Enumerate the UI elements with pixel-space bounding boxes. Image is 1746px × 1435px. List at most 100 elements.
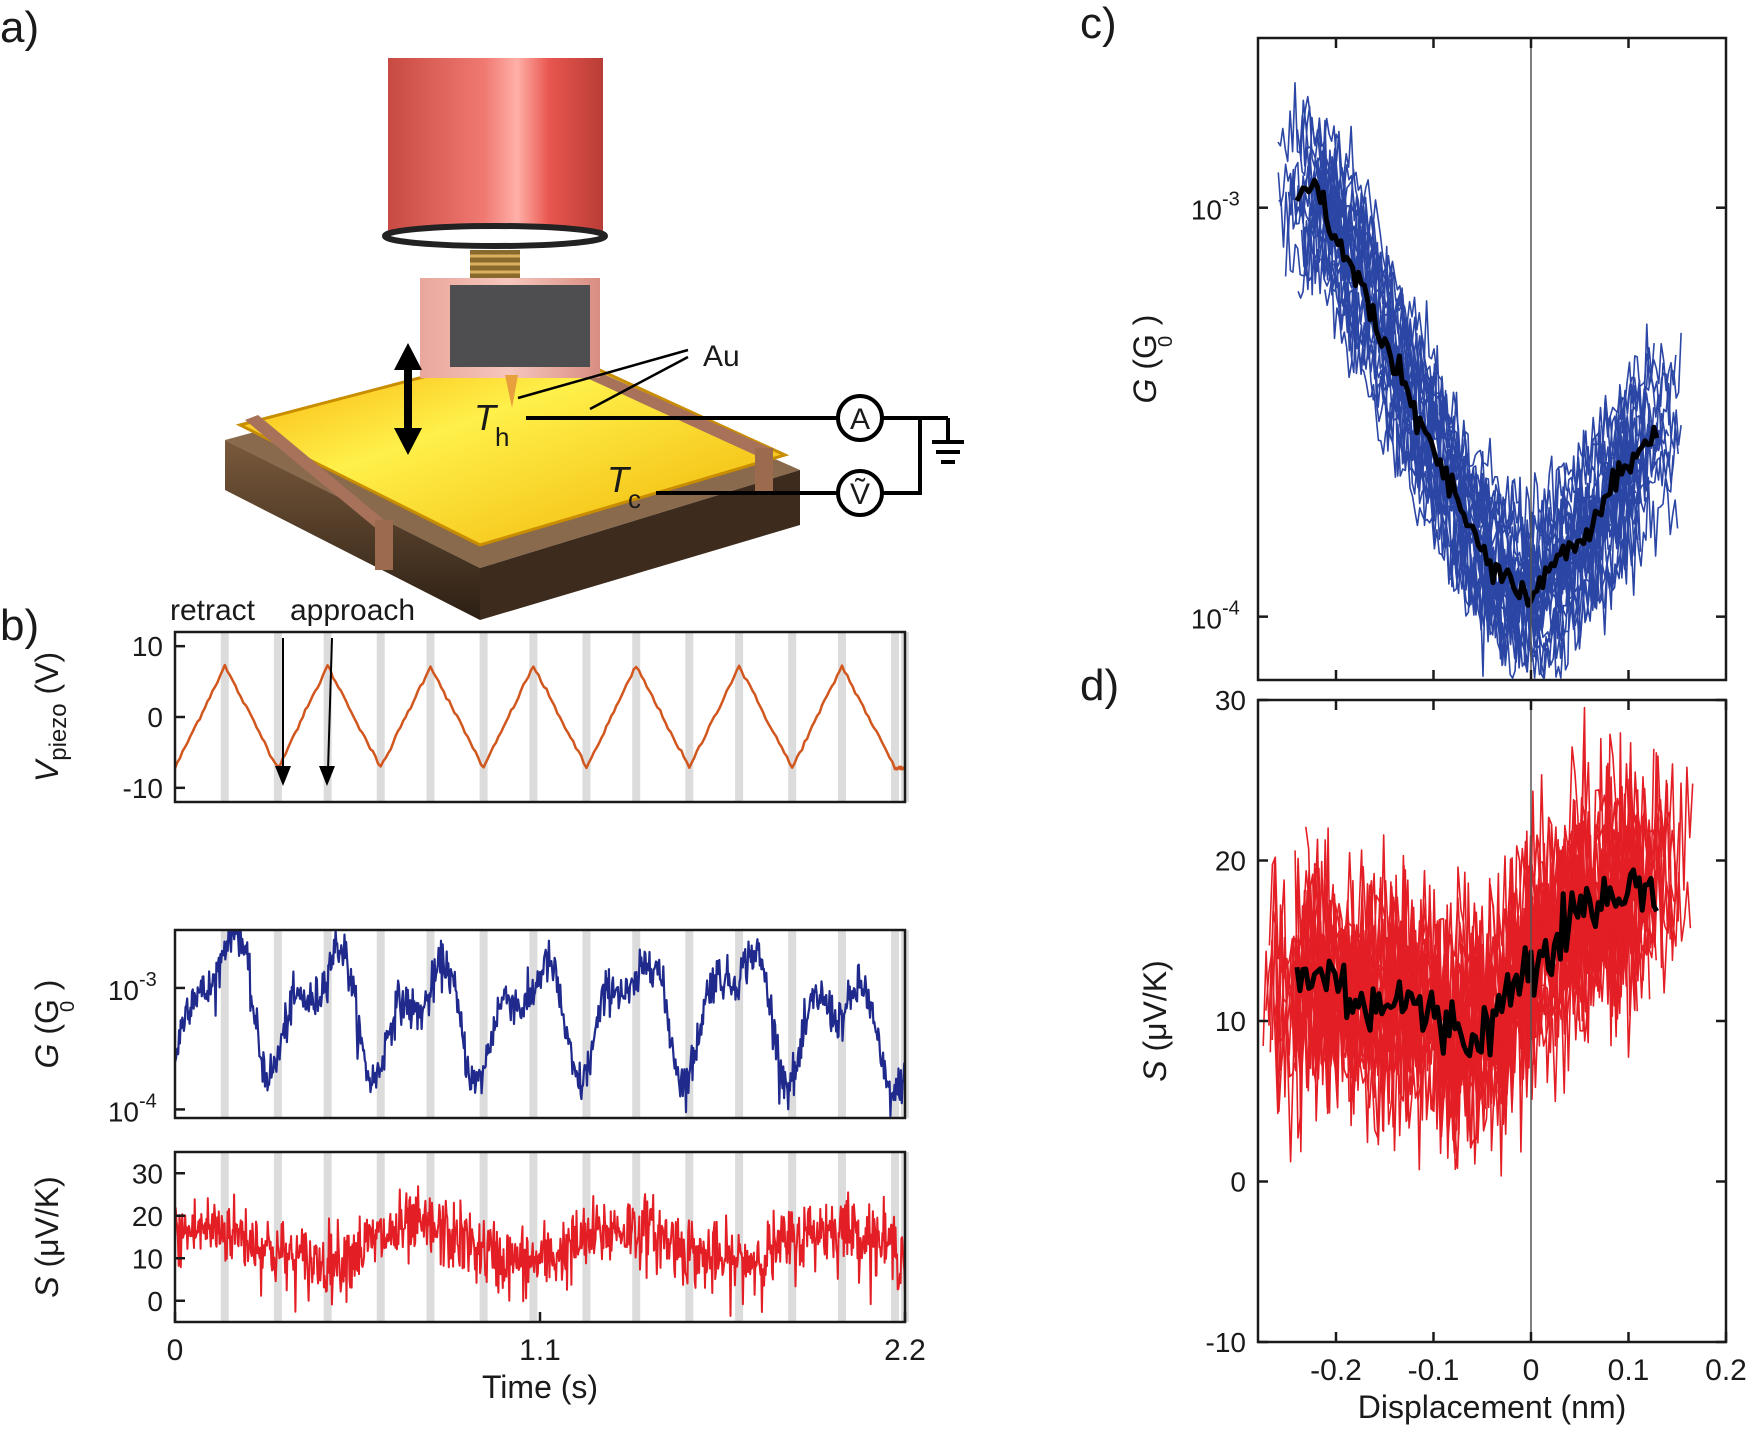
tc-subscript: c	[628, 484, 641, 514]
y-tick-label: 10	[1191, 195, 1222, 226]
conductance-trace	[1309, 205, 1638, 632]
annotation-approach: approach	[290, 594, 415, 627]
x-axis-label: Displacement (nm)	[1358, 1389, 1627, 1425]
spring	[470, 250, 520, 278]
y-axis-label-subscript: 0	[57, 1001, 79, 1012]
highlight-band	[479, 930, 488, 1118]
y-tick-exponent: -3	[139, 969, 157, 991]
au-pointer-tip	[517, 348, 689, 400]
highlight-band	[273, 930, 282, 1118]
conductance-trace	[1324, 274, 1679, 666]
x-tick-label: 0.1	[1608, 1354, 1650, 1387]
frame-post-right	[755, 448, 773, 493]
panel-label-c: c)	[1080, 0, 1117, 48]
seebeck-trace	[1305, 733, 1655, 1059]
circuit-wires	[526, 416, 964, 495]
conductance-trace	[1310, 201, 1637, 640]
y-tick-label: 10	[108, 1096, 139, 1127]
y-tick-exponent: -4	[1222, 598, 1240, 620]
seebeck-time-line	[174, 1185, 906, 1317]
highlight-band	[582, 930, 591, 1118]
y-tick-label: 30	[132, 1158, 163, 1189]
y-tick-label: 10	[132, 1243, 163, 1274]
y-axis-label: G (G )	[1127, 315, 1163, 404]
y-tick-label: 20	[1215, 846, 1246, 877]
highlight-band	[632, 632, 641, 802]
y-tick-label: 10	[132, 631, 163, 662]
au-label: Au	[703, 340, 740, 373]
cylinder-ring	[382, 223, 608, 249]
x-tick-label: 0	[1523, 1354, 1540, 1387]
highlight-band	[220, 632, 229, 802]
substrate-base-side	[480, 470, 800, 620]
y-axis-label: S (μV/K)	[29, 1176, 65, 1298]
x-axis-label: Time (s)	[482, 1369, 598, 1405]
highlight-band	[529, 1152, 538, 1322]
y-tick-label: 30	[1215, 685, 1246, 716]
chart-b-vpiezo: -10 0 10 Vpiezo (V) retract approach	[29, 594, 909, 804]
voltmeter-icon: Ṽ	[836, 469, 884, 517]
plot-frame	[173, 928, 907, 1120]
highlight-band	[582, 632, 591, 802]
seebeck-mean-line	[1294, 867, 1659, 1059]
annotation-retract: retract	[170, 594, 256, 627]
ammeter-icon: A	[836, 394, 884, 442]
conductance-mean-line	[1294, 177, 1660, 608]
highlight-band	[685, 930, 694, 1118]
highlight-band	[685, 632, 694, 802]
highlight-band	[323, 632, 332, 802]
highlight-band	[632, 1152, 641, 1322]
highlight-band	[426, 930, 435, 1118]
highlight-band	[837, 632, 846, 802]
highlight-band	[273, 632, 282, 802]
panel-label-b: b)	[0, 601, 39, 650]
th-label: T	[474, 397, 499, 438]
gold-tip	[505, 375, 518, 408]
y-axis-label: Vpiezo (V)	[29, 652, 72, 782]
highlight-band	[788, 632, 797, 802]
highlight-band	[376, 632, 385, 802]
y-tick-label: 10	[1215, 1006, 1246, 1037]
highlight-band	[323, 1152, 332, 1322]
x-tick-label: 0	[167, 1334, 184, 1367]
highlight-band	[788, 930, 797, 1118]
highlight-band	[632, 930, 641, 1118]
x-tick-label: -0.2	[1310, 1354, 1362, 1387]
tc-label: T	[607, 459, 632, 500]
y-axis-label: G (G )	[29, 980, 65, 1069]
y-axis-label: S (μV/K)	[1137, 960, 1173, 1082]
highlight-band	[479, 632, 488, 802]
y-tick-label: 10	[108, 975, 139, 1006]
retract-arrowhead	[275, 766, 291, 786]
au-pointer-substrate	[589, 355, 689, 411]
vpiezo-line	[173, 663, 906, 771]
highlight-band	[323, 930, 332, 1118]
x-tick-label: 1.1	[519, 1334, 561, 1367]
ammeter-label: A	[850, 403, 870, 436]
y-axis-label-subscript: 0	[1155, 336, 1177, 347]
frame-post-left	[375, 520, 393, 570]
th-subscript: h	[495, 422, 509, 452]
laser-cylinder	[388, 58, 603, 233]
seebeck-trace	[1268, 783, 1671, 1103]
y-tick-label: 0	[1230, 1167, 1246, 1198]
y-tick-label: 20	[132, 1201, 163, 1232]
y-tick-label: 10	[1191, 604, 1222, 635]
schematic: Au T h T c A Ṽ	[225, 58, 964, 620]
highlight-band	[529, 632, 538, 802]
plot-frame	[1256, 36, 1728, 682]
highlight-band	[376, 930, 385, 1118]
highlight-band	[891, 930, 900, 1118]
movement-arrow-icon	[394, 343, 422, 455]
highlight-band	[735, 632, 744, 802]
panel-label-a: a)	[0, 3, 39, 52]
piezo-block	[450, 285, 590, 367]
y-tick-exponent: -4	[139, 1090, 157, 1112]
chart-c-conductance-displacement: 10 -310 -4G (G )0	[1127, 36, 1728, 682]
panel-label-d: d)	[1080, 661, 1119, 710]
x-tick-label: 0.2	[1705, 1354, 1746, 1387]
highlight-band	[891, 632, 900, 802]
y-tick-label: -10	[1206, 1327, 1246, 1358]
highlight-band	[529, 930, 538, 1118]
